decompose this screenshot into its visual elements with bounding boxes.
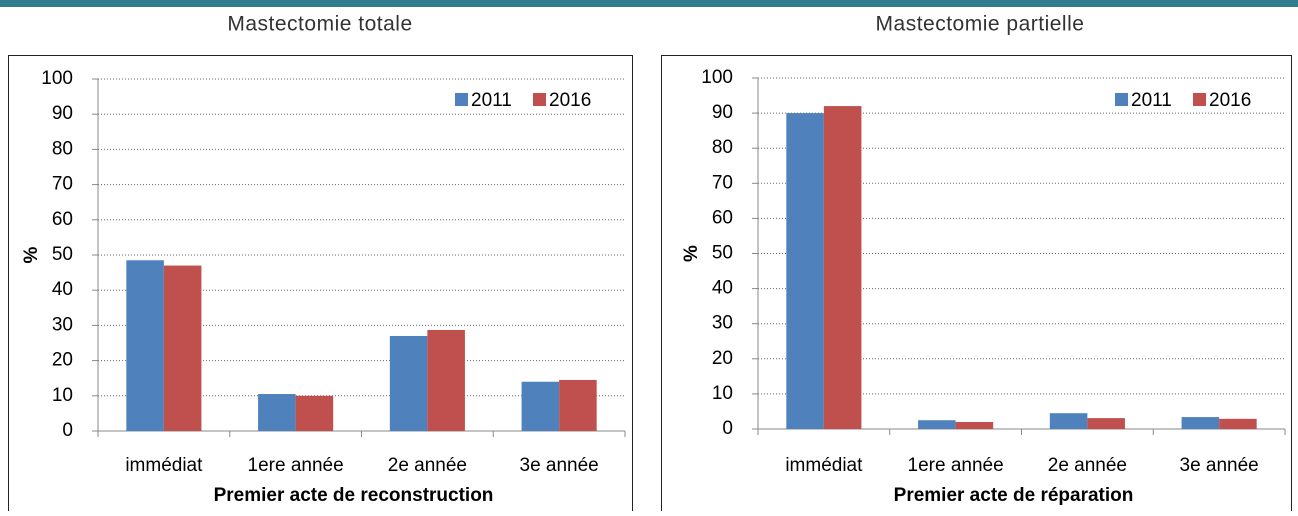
legend-swatch xyxy=(455,93,468,106)
bar xyxy=(163,265,202,431)
legend-label: 2011 xyxy=(1131,90,1172,111)
y-tick-label: 60 xyxy=(712,207,733,228)
y-tick-label: 90 xyxy=(52,103,73,124)
y-tick-label: 80 xyxy=(52,138,73,159)
chart-title: Mastectomie partielle xyxy=(876,13,1085,36)
y-tick-label: 0 xyxy=(722,418,733,439)
bar xyxy=(126,260,164,431)
legend-label: 2011 xyxy=(471,90,512,111)
y-tick-label: 50 xyxy=(52,244,73,265)
y-tick-label: 40 xyxy=(712,278,733,299)
x-tick-label: 3e année xyxy=(1180,455,1259,476)
y-tick-label: 70 xyxy=(52,174,73,195)
y-tick-label: 80 xyxy=(712,137,733,158)
bar xyxy=(427,329,465,431)
bar xyxy=(258,394,296,431)
x-tick-label: 1ere année xyxy=(908,455,1004,476)
y-axis-label: % xyxy=(681,245,702,262)
x-tick-label: 2e année xyxy=(1048,455,1127,476)
bar xyxy=(823,106,862,429)
legend-swatch xyxy=(1193,93,1206,106)
y-tick-label: 30 xyxy=(52,314,73,335)
legend-label: 2016 xyxy=(1209,90,1251,111)
chart-title: Mastectomie totale xyxy=(227,13,412,36)
bar xyxy=(389,335,428,431)
y-tick-label: 100 xyxy=(701,67,733,88)
y-tick-label: 70 xyxy=(712,172,733,193)
bar xyxy=(521,381,560,431)
bar xyxy=(786,113,824,429)
bar xyxy=(1049,413,1088,429)
y-tick-label: 30 xyxy=(712,313,733,334)
x-tick-label: 1ere année xyxy=(248,455,344,476)
bar xyxy=(295,395,334,431)
bar xyxy=(1219,418,1257,429)
y-tick-label: 20 xyxy=(712,348,733,369)
bar xyxy=(1087,418,1125,429)
bar xyxy=(918,420,956,429)
x-tick-label: 3e année xyxy=(520,455,599,476)
y-tick-label: 10 xyxy=(52,385,73,406)
y-tick-label: 100 xyxy=(41,68,73,89)
y-axis-label: % xyxy=(21,246,42,263)
legend-label: 2016 xyxy=(549,90,591,111)
x-tick-label: immédiat xyxy=(125,455,203,476)
y-tick-label: 0 xyxy=(62,420,73,441)
chart-frame xyxy=(8,55,633,516)
bar xyxy=(955,421,994,429)
x-axis-label: Premier acte de réparation xyxy=(894,485,1134,506)
y-tick-label: 10 xyxy=(712,383,733,404)
top-band xyxy=(0,0,1298,7)
y-tick-label: 50 xyxy=(712,243,733,264)
legend-swatch xyxy=(1115,93,1128,106)
y-tick-label: 60 xyxy=(52,209,73,230)
x-tick-label: 2e année xyxy=(388,455,467,476)
x-tick-label: immédiat xyxy=(785,455,863,476)
y-tick-label: 90 xyxy=(712,102,733,123)
legend-swatch xyxy=(533,93,546,106)
bar xyxy=(559,379,597,431)
y-tick-label: 20 xyxy=(52,350,73,371)
chart-frame xyxy=(661,55,1292,516)
y-tick-label: 40 xyxy=(52,279,73,300)
x-axis-label: Premier acte de reconstruction xyxy=(214,485,494,506)
bar xyxy=(1181,417,1220,429)
